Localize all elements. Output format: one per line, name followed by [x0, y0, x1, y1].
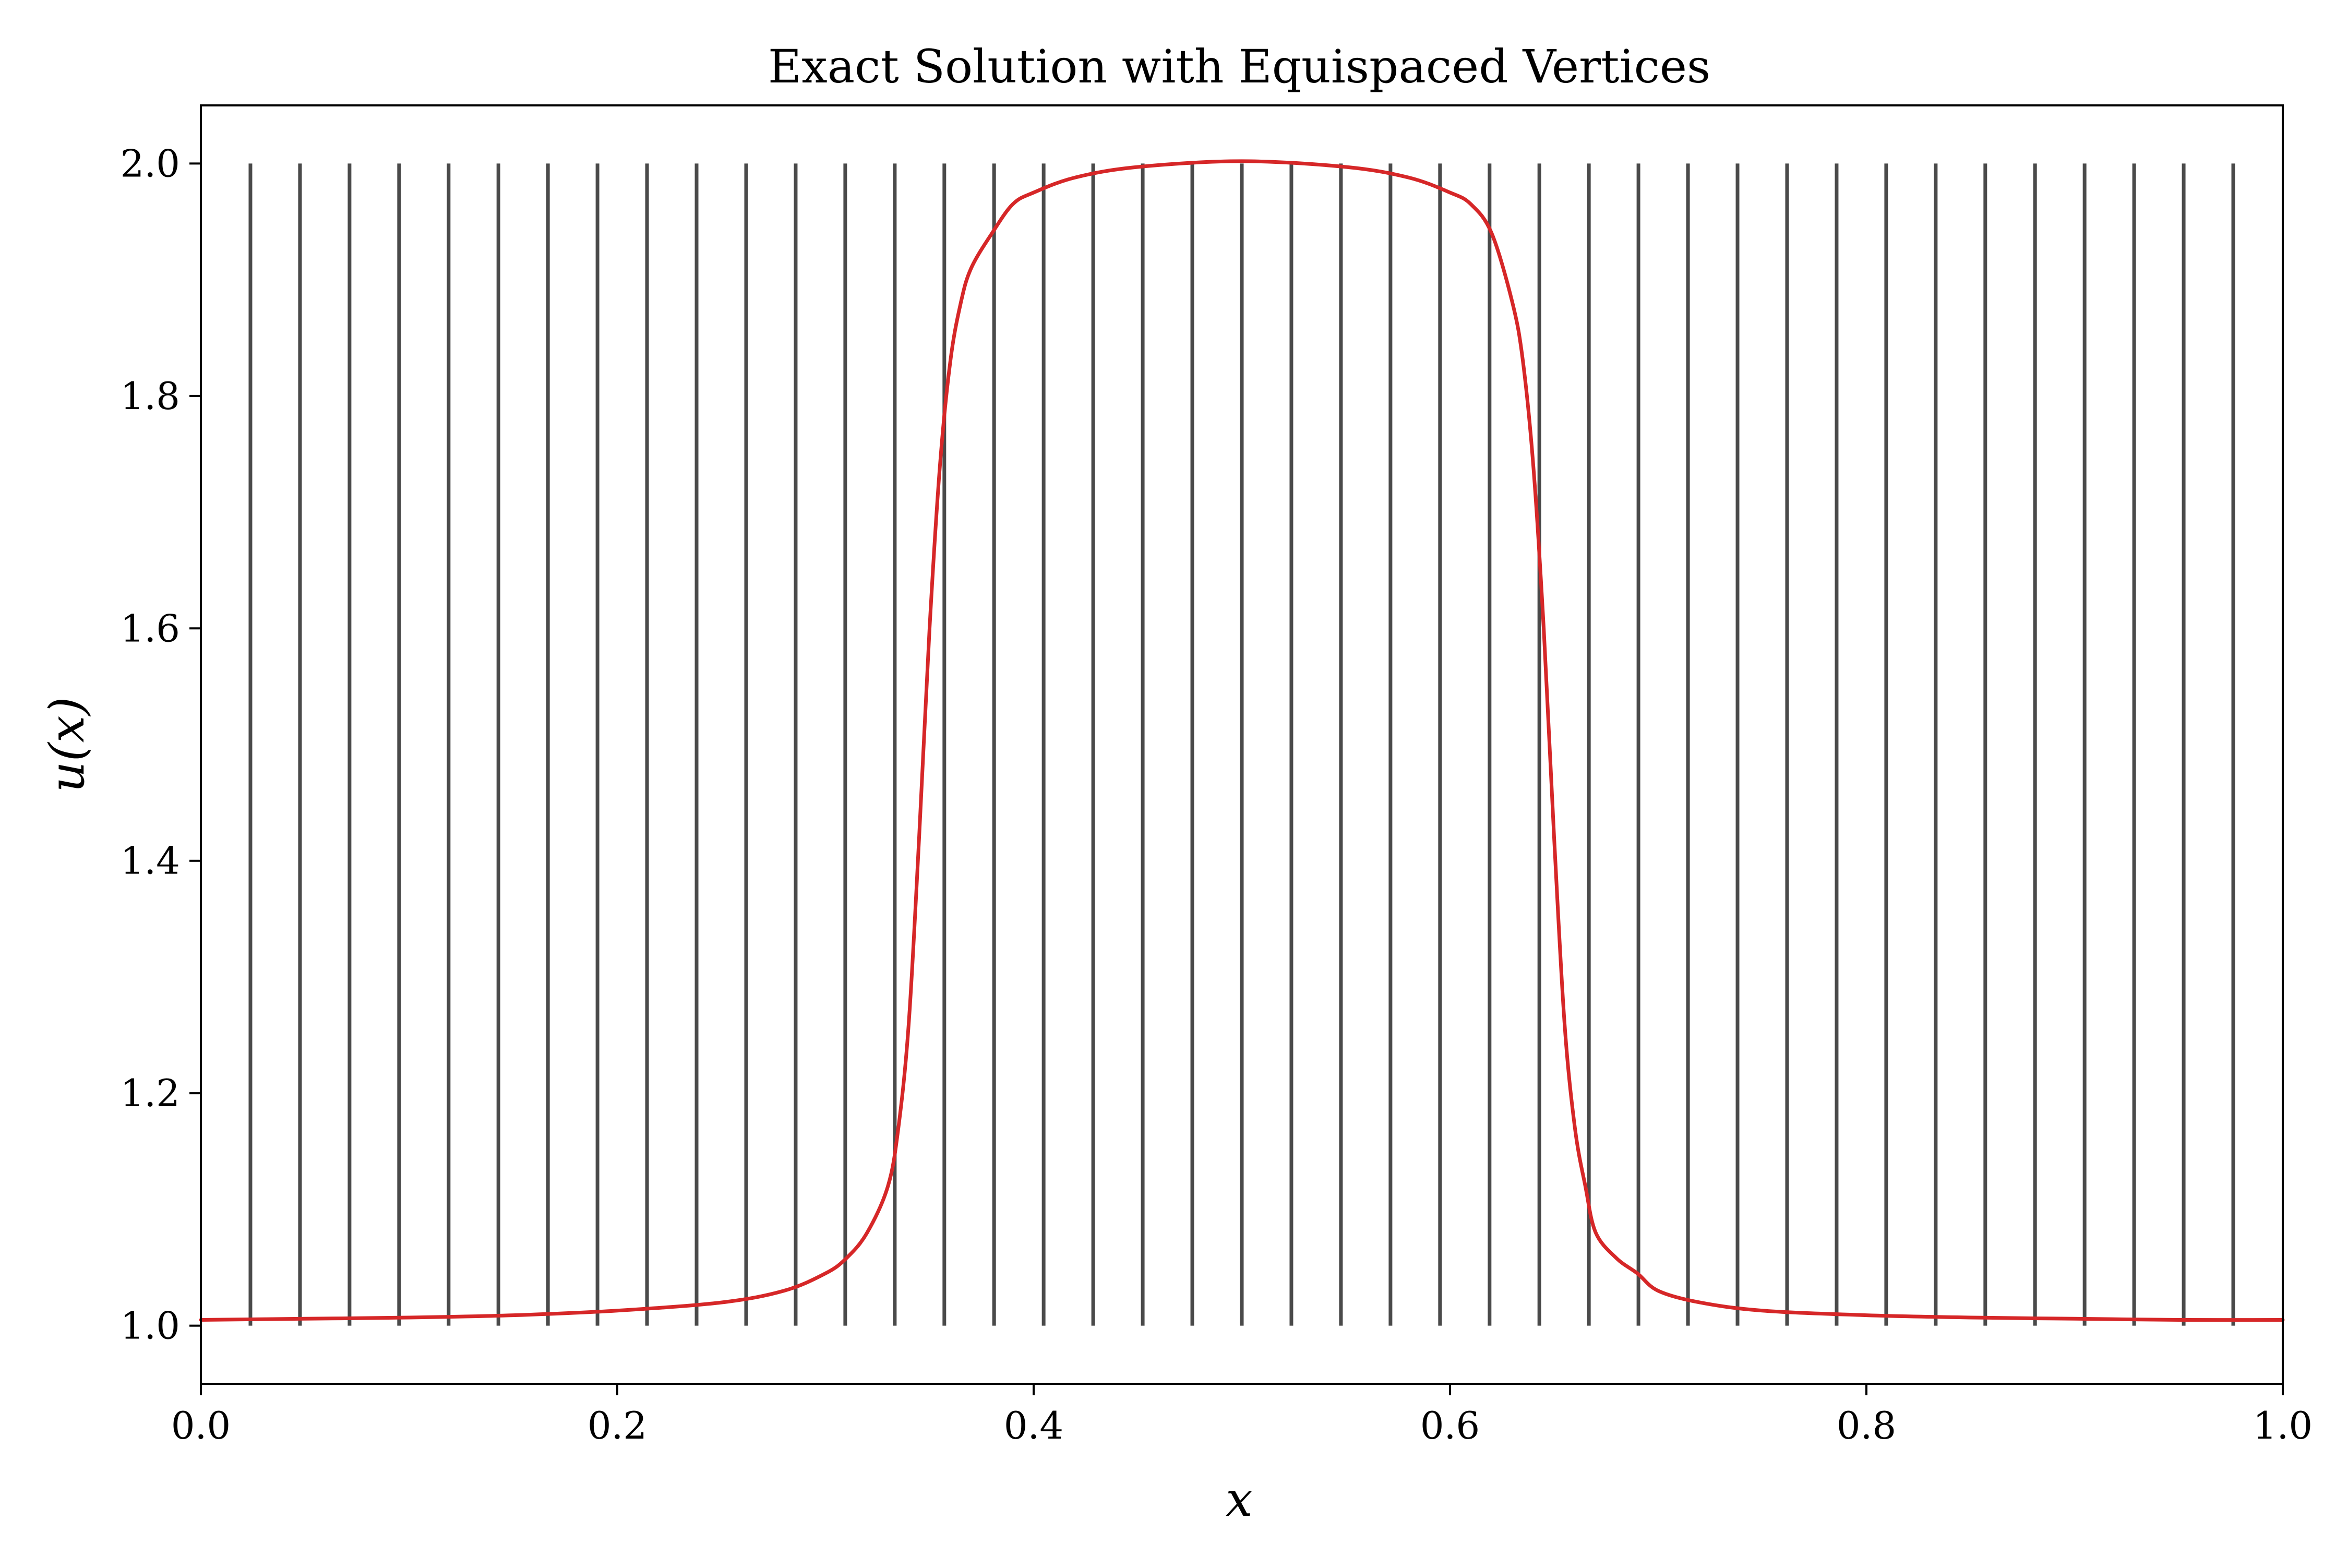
y-axis: 1.0 1.2 1.4 1.6 1.8 2.0 — [120, 141, 201, 1348]
chart-title: Exact Solution with Equispaced Vertices — [768, 40, 1710, 93]
y-tick-label: 2.0 — [120, 141, 180, 185]
y-tick-label: 1.4 — [120, 839, 180, 883]
x-tick-label: 0.4 — [1004, 1404, 1064, 1447]
x-axis: 0.0 0.2 0.4 0.6 0.8 1.0 — [171, 1384, 2313, 1447]
x-tick-label: 0.2 — [588, 1404, 648, 1447]
x-tick-label: 0.0 — [171, 1404, 231, 1447]
solution-curve — [199, 159, 2285, 1322]
x-tick-label: 1.0 — [2253, 1404, 2313, 1447]
y-tick-label: 1.8 — [120, 374, 180, 418]
y-tick-label: 1.2 — [120, 1071, 180, 1115]
y-tick-label: 1.0 — [120, 1304, 180, 1348]
plot-frame — [200, 104, 2284, 1385]
plot-area — [199, 159, 2285, 1326]
x-tick-label: 0.6 — [1420, 1404, 1480, 1447]
y-axis-label: u(x) — [39, 697, 95, 793]
x-axis-label: x — [1226, 1471, 1253, 1527]
y-tick-label: 1.6 — [120, 606, 180, 650]
x-tick-label: 0.8 — [1837, 1404, 1897, 1447]
